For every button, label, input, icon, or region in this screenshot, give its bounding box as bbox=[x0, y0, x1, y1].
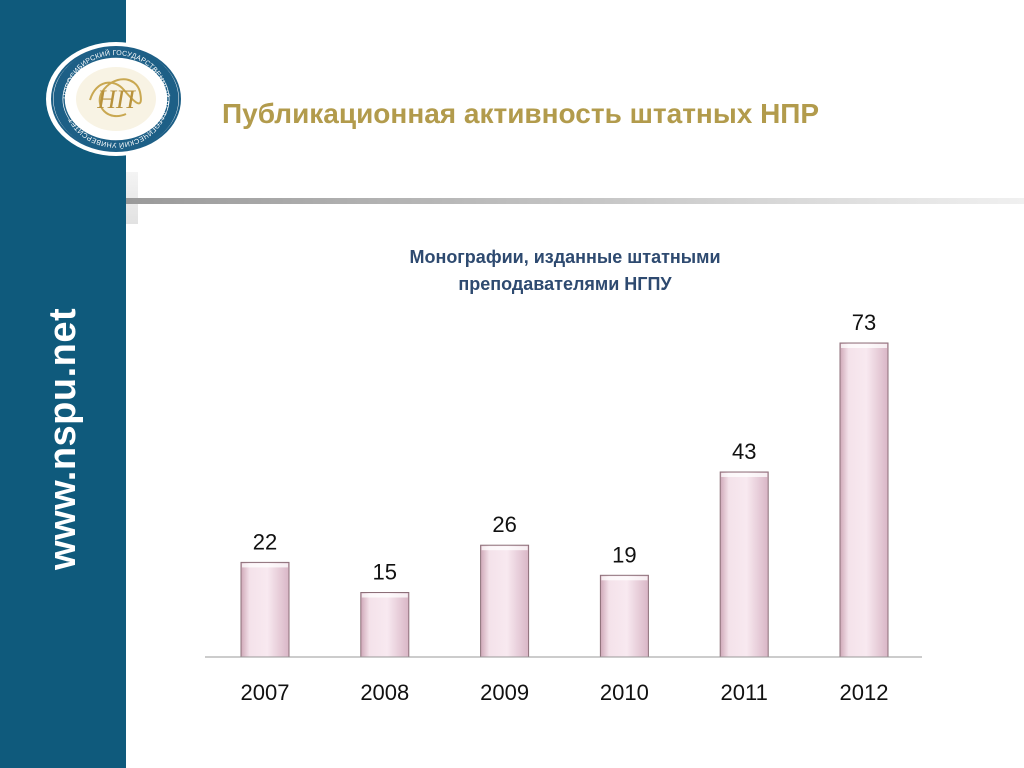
bar-value-label-2008: 15 bbox=[373, 560, 397, 585]
x-tick-label-2012: 2012 bbox=[840, 680, 889, 705]
bar-value-label-2012: 73 bbox=[852, 310, 876, 335]
bar-value-label-2010: 19 bbox=[612, 542, 636, 567]
logo-flourish-icon bbox=[89, 78, 142, 117]
logo-outer-ring bbox=[51, 46, 181, 152]
bar-value-label-2009: 26 bbox=[492, 512, 516, 537]
logo-inner-ring bbox=[63, 56, 169, 142]
x-tick-label-2008: 2008 bbox=[360, 680, 409, 705]
bar-highlight-2010 bbox=[601, 576, 648, 581]
chart-title-line-1: Монографии, изданные штатными bbox=[409, 247, 721, 267]
bar-2011 bbox=[719, 471, 769, 658]
bar-highlight-2012 bbox=[841, 344, 887, 348]
bar-value-label-2011: 43 bbox=[732, 439, 756, 464]
x-tick-label-2010: 2010 bbox=[600, 680, 649, 705]
bar-2012 bbox=[839, 342, 889, 658]
chart-title: Монографии, изданные штатными преподават… bbox=[330, 244, 800, 298]
bar-highlight-2011 bbox=[721, 473, 768, 477]
logo-text-ring bbox=[53, 47, 179, 151]
x-tick-label-2011: 2011 bbox=[721, 680, 768, 705]
header-divider bbox=[126, 198, 1024, 204]
chart-title-line-2: преподавателями НГПУ bbox=[458, 274, 672, 294]
page-title: Публикационная активность штатных НПР bbox=[222, 98, 820, 129]
bar-highlight-2007 bbox=[242, 563, 288, 568]
logo-monogram: НП bbox=[96, 85, 137, 114]
bar-value-label-2007: 22 bbox=[253, 529, 277, 554]
bar-highlight-2008 bbox=[361, 593, 408, 598]
bar-2008 bbox=[360, 592, 410, 658]
logo-center bbox=[76, 67, 156, 131]
x-tick-label-2009: 2009 bbox=[480, 680, 529, 705]
bar-2010 bbox=[599, 574, 649, 658]
bar-2009 bbox=[480, 544, 530, 658]
bar-2007 bbox=[240, 561, 290, 658]
bar-highlight-2009 bbox=[481, 546, 528, 551]
university-logo: НОВОСИБИРСКИЙ ГОСУДАРСТВЕННЫЙ ПЕДАГОГИЧЕ… bbox=[46, 42, 186, 156]
x-tick-label-2007: 2007 bbox=[241, 680, 290, 705]
